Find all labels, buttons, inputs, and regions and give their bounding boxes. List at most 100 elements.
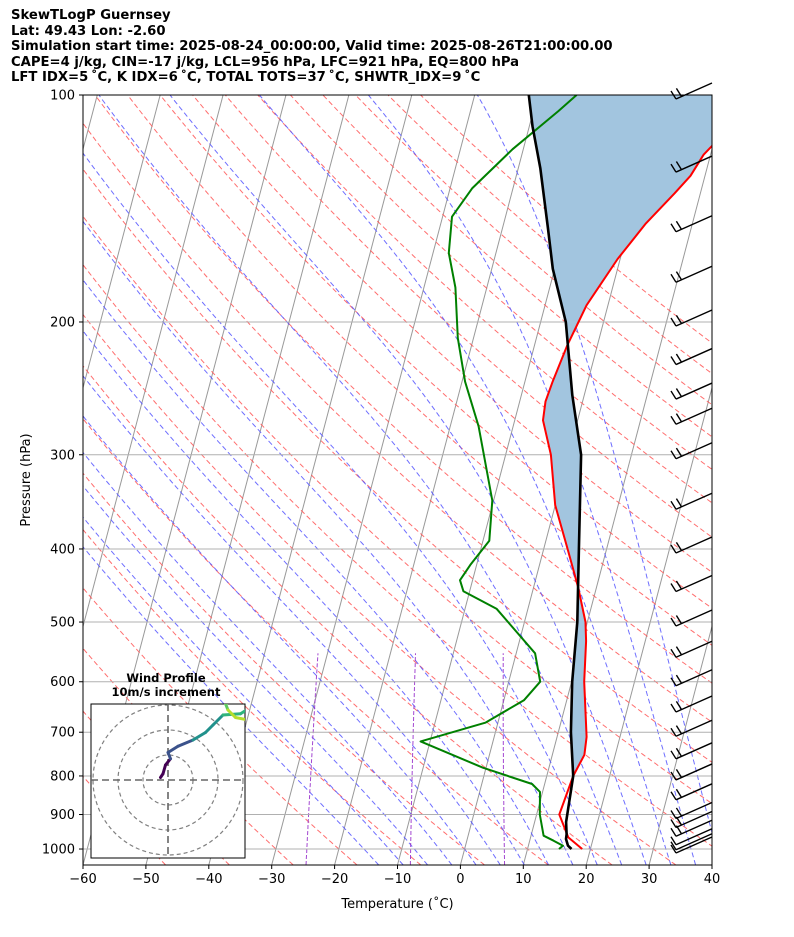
barb-staff — [675, 783, 713, 801]
profiles — [419, 95, 712, 850]
y-tick-label: 400 — [50, 542, 75, 557]
barb-flag — [670, 273, 677, 283]
y-tick-label: 1000 — [42, 843, 75, 858]
wind-barb — [670, 828, 713, 846]
index-line: LFT IDX=5 ˚C, K IDX=6 ˚C, TOTAL TOTS=37 … — [11, 70, 481, 86]
barb-staff — [675, 640, 713, 658]
mixing-ratio-line — [502, 653, 506, 865]
hodograph-segment — [224, 704, 229, 706]
hodograph-segment — [166, 744, 180, 754]
x-tick-label: 40 — [704, 872, 721, 887]
wind-barb — [670, 407, 713, 425]
isotherm — [271, 95, 476, 865]
barb-flag — [670, 450, 677, 460]
barb-flag — [675, 768, 682, 778]
y-tick-label: 900 — [50, 808, 75, 823]
moist-adiabat — [83, 330, 525, 865]
barb-flag — [670, 617, 677, 627]
barb-staff — [675, 836, 713, 854]
dry-adiabat — [83, 587, 358, 865]
cape-line: CAPE=4 j/kg, CIN=-17 j/kg, LCL=956 hPa, … — [11, 54, 520, 70]
x-tick-label: −30 — [258, 872, 285, 887]
isotherm — [711, 863, 712, 865]
dewpoint-line — [419, 95, 578, 850]
wind-barb — [670, 833, 713, 851]
x-tick-label: 20 — [578, 872, 595, 887]
isotherm — [648, 624, 712, 865]
hodograph-segment — [204, 723, 215, 734]
barb-staff — [675, 833, 713, 851]
time-line: Simulation start time: 2025-08-24_00:00:… — [11, 39, 613, 55]
wind-barb — [670, 265, 713, 283]
barb-staff — [675, 828, 713, 846]
wind-barb — [670, 783, 713, 801]
barb-flag — [670, 223, 677, 233]
y-tick-label: 200 — [50, 315, 75, 330]
barb-staff — [675, 265, 713, 283]
wind-barb — [670, 810, 713, 829]
hodograph-segment — [253, 699, 263, 703]
isotherm — [585, 385, 712, 865]
barb-flag — [670, 163, 677, 173]
barb-staff — [675, 215, 713, 233]
moist-adiabat — [83, 451, 453, 865]
y-axis-label: Pressure (hPa) — [19, 433, 34, 526]
hodograph-segment — [191, 731, 207, 742]
wind-barb — [670, 640, 713, 658]
chart-title: SkewTLogP Guernsey — [11, 8, 171, 23]
wind-barb — [670, 836, 713, 854]
temperature-line — [542, 144, 712, 850]
hodograph-segment — [211, 713, 225, 727]
barb-flag — [675, 674, 682, 684]
barb-staff — [675, 155, 713, 173]
barb-flag — [675, 220, 682, 230]
y-tick-label: 800 — [50, 769, 75, 784]
barb-flag — [670, 727, 677, 737]
mixing-ratio-line — [305, 653, 319, 865]
wind-barb — [670, 763, 713, 781]
cape-fill — [528, 95, 712, 776]
dry-adiabat — [94, 95, 712, 684]
barb-flag — [670, 677, 677, 687]
dry-adiabat — [127, 95, 712, 646]
barb-staff — [675, 442, 713, 460]
barb-staff — [675, 669, 713, 687]
moist-adiabat — [83, 152, 598, 865]
barb-staff — [675, 742, 713, 760]
wind-barb — [670, 819, 713, 837]
dry-adiabat — [322, 95, 712, 438]
x-tick-label: −20 — [321, 872, 348, 887]
hodograph-segment — [233, 700, 246, 703]
barb-staff — [675, 609, 713, 627]
moist-adiabat — [83, 279, 550, 865]
dry-adiabat — [159, 95, 712, 609]
moist-adiabat — [83, 546, 380, 865]
barb-flag — [670, 750, 677, 760]
dry-adiabat — [83, 472, 485, 865]
hodograph-segment — [234, 716, 245, 721]
y-tick-label: 300 — [50, 448, 75, 463]
dry-adiabat — [83, 122, 712, 723]
barb-flag — [675, 498, 682, 508]
y-tick-label: 600 — [50, 675, 75, 690]
moist-adiabat — [98, 95, 623, 865]
wind-barb — [670, 536, 713, 554]
barb-staff — [675, 382, 713, 400]
barb-flag — [675, 315, 682, 324]
mixing-ratio-line — [409, 653, 416, 865]
parcel-line — [527, 95, 583, 850]
x-tick-label: −60 — [69, 872, 96, 887]
dry-adiabat — [257, 95, 712, 504]
isotherm — [83, 95, 161, 390]
x-axis-label: Temperature (˚C) — [340, 896, 453, 912]
barb-staff — [675, 695, 713, 713]
moist-adiabat — [83, 516, 404, 865]
barb-staff — [675, 82, 713, 100]
moist-adiabat — [83, 220, 574, 865]
barb-flag — [675, 615, 682, 624]
barb-flag — [675, 788, 682, 798]
y-tick-label: 100 — [50, 89, 75, 104]
hodograph-segment — [226, 708, 237, 719]
barb-staff — [675, 347, 713, 366]
